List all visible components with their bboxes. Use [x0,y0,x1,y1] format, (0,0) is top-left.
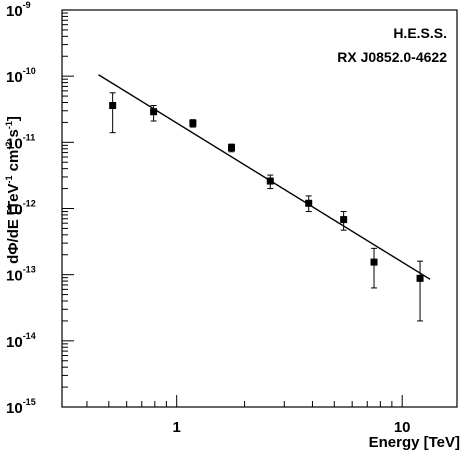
data-point [416,274,424,282]
y-tick-label: 10-13 [6,265,36,285]
data-marks [98,74,431,322]
y-tick-label: 10-14 [6,331,36,351]
data-point [150,108,158,116]
annotation-instrument: H.E.S.S. [393,25,447,41]
x-tick-label: 10 [394,419,411,436]
y-tick-label: 10-11 [6,132,35,152]
data-point [189,119,197,127]
y-axis-label: dΦ/dE [TeV-1 cm-2 s-1] [4,116,22,264]
annotation-source: RX J0852.0-4622 [337,49,447,65]
x-tick-label: 1 [173,419,181,436]
data-point [109,102,117,110]
power-law-fit-line [98,74,431,280]
y-tick-label: 10-9 [6,0,31,20]
plot-frame [61,9,458,408]
data-point [228,144,236,152]
data-point [370,258,378,266]
data-point [266,177,274,185]
x-axis-label: Energy [TeV] [369,434,460,451]
y-axis-ticks: 10-15 10-14 10-13 10-12 10-11 10-10 10-9 [6,0,74,417]
x-axis-ticks: 1 10 [86,395,411,436]
y-tick-label: 10-12 [6,199,36,219]
data-point [340,216,348,224]
y-tick-label: 10-10 [6,66,36,86]
y-tick-label: 10-15 [6,397,36,417]
data-point [305,199,313,207]
